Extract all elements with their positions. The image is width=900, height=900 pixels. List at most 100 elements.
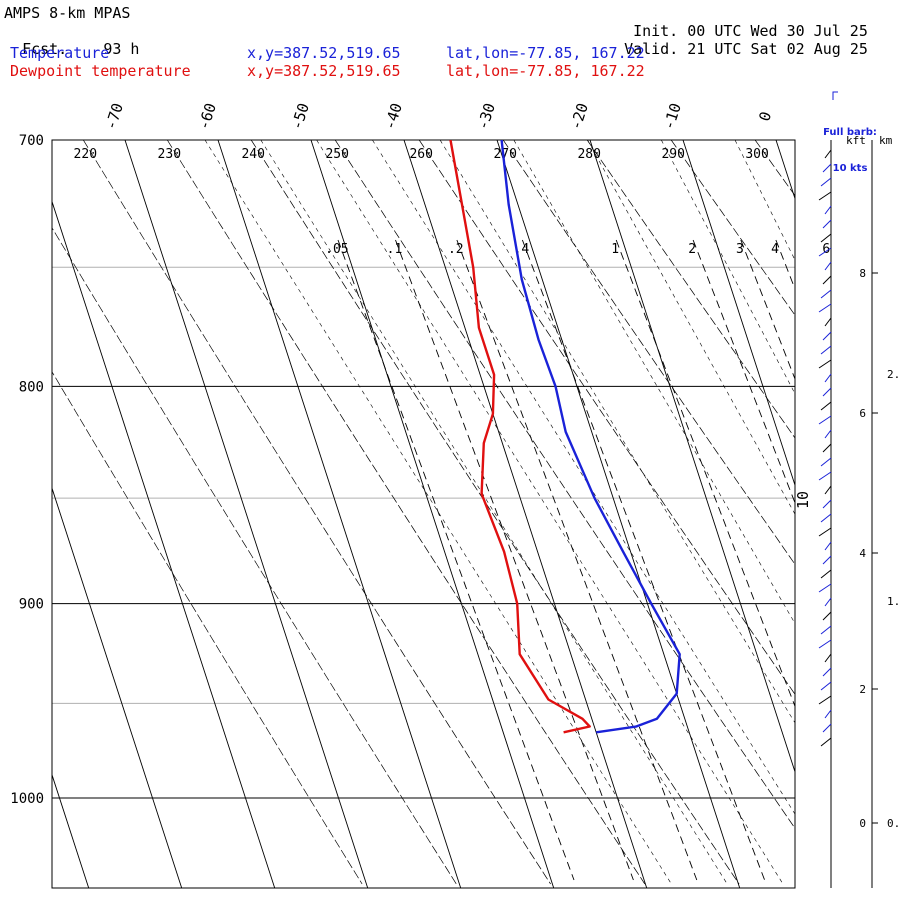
km-tick-label: 2. <box>887 368 900 381</box>
pressure-tick-label: 900 <box>19 597 44 613</box>
wind-barb <box>824 597 832 607</box>
wind-barb <box>824 429 832 439</box>
wind-barb <box>820 737 832 747</box>
isotherm-line <box>217 140 462 888</box>
moist-adiabat <box>372 140 795 815</box>
init-value: 00 UTC Wed 30 Jul 25 <box>687 22 868 40</box>
km-tick-label: 0. <box>887 817 900 830</box>
wind-barb <box>824 205 832 215</box>
wind-barb <box>824 541 832 551</box>
kft-tick-label: 8 <box>859 267 866 280</box>
wind-barb <box>822 499 832 509</box>
valid-time: Valid. 21 UTC Sat 02 Aug 25 <box>606 22 868 58</box>
wind-barb <box>818 247 832 257</box>
isotherm-label: -70 <box>101 101 126 132</box>
dry-adiabat <box>586 140 795 439</box>
wind-barb <box>820 513 832 523</box>
wind-barb <box>822 611 832 621</box>
isotherm-label: -20 <box>566 101 591 132</box>
temperature-trace <box>500 140 681 734</box>
wind-barb <box>820 681 832 691</box>
legend-temperature-latlon: lat,lon=-77.85, 167.22 <box>446 44 645 62</box>
isotherm-label: -50 <box>287 101 312 132</box>
dry-adiabats <box>52 140 795 885</box>
dry-adiabat-label: 280 <box>577 147 600 162</box>
wind-barb <box>820 289 832 299</box>
chart-title: AMPS 8-km MPAS <box>4 4 131 22</box>
kft-tick-label: 0 <box>859 817 866 830</box>
wind-barb <box>820 401 832 411</box>
mixing-ratio-line <box>692 239 795 505</box>
isotherm-label: -60 <box>194 101 219 132</box>
wind-barb <box>822 667 832 677</box>
dry-adiabat <box>334 140 795 829</box>
isotherm-line <box>496 140 741 888</box>
dry-adiabat <box>83 140 551 885</box>
dry-adiabat-label: 290 <box>661 147 684 162</box>
mixing-ratio-label: .2 <box>448 242 464 257</box>
barb-key: Full barb: 10 kts <box>820 103 880 187</box>
isotherm-label: -10 <box>659 101 684 132</box>
dry-adiabat <box>502 140 795 565</box>
kft-tick-label: 4 <box>859 547 866 560</box>
isotherm-label: 0 <box>755 109 775 123</box>
kft-label: kft <box>846 134 866 147</box>
init-time: Init. 00 UTC Wed 30 Jul 25 <box>615 4 868 40</box>
legend-temperature-xy: x,y=387.52,519.65 <box>247 44 401 62</box>
wind-barb <box>824 317 832 327</box>
mixing-ratio-line <box>615 239 795 708</box>
pressure-tick-label: 800 <box>19 379 44 395</box>
valid-label: Valid. <box>624 40 679 58</box>
wind-barb <box>818 471 832 481</box>
mixing-ratio-label: 6 <box>822 242 830 257</box>
isotherm-label: -40 <box>380 101 405 132</box>
moist-adiabat <box>734 140 795 261</box>
barb-key-icon <box>832 91 838 100</box>
wind-barb <box>818 415 832 425</box>
wind-barb <box>818 695 832 705</box>
isotherm-line <box>589 140 795 774</box>
dry-adiabat-label: 230 <box>158 147 181 162</box>
wind-panel: kft km 8 6 4 2 0 2. 1. 0. <box>818 91 900 888</box>
mixing-ratio-label: .05 <box>325 242 348 257</box>
mixing-ratio-label: 1 <box>611 242 619 257</box>
wind-barb <box>820 177 832 187</box>
wind-barb <box>818 191 832 201</box>
plot-frame <box>51 139 796 889</box>
dry-adiabat <box>250 140 740 885</box>
dry-adiabat-label: 260 <box>409 147 432 162</box>
pressure-tick-label: 1000 <box>10 791 44 807</box>
wind-barb <box>822 555 832 565</box>
wind-barb <box>822 275 832 285</box>
dry-adiabat <box>670 140 795 316</box>
forecast-label: Fcst. 93 h <box>4 22 139 58</box>
moist-adiabat <box>316 140 784 885</box>
isotherm-line <box>682 140 795 487</box>
mixing-ratio-line <box>337 239 575 881</box>
legend-dewpoint-name: Dewpoint temperature <box>10 62 191 80</box>
mixing-ratio-lines <box>337 239 795 881</box>
major-isobars <box>52 139 795 799</box>
wind-barb <box>824 653 832 663</box>
moist-adiabat <box>439 140 795 724</box>
mixing-ratio-label: 2 <box>688 242 696 257</box>
isotherm-line <box>869 140 900 888</box>
wind-barb <box>818 527 832 537</box>
moist-adiabat <box>882 140 900 884</box>
moist-adiabat <box>260 140 728 885</box>
dewpoint-trace <box>449 140 591 734</box>
sounding-traces <box>449 140 681 734</box>
wind-barb <box>824 709 832 719</box>
wind-barb <box>820 569 832 579</box>
isotherm-line <box>403 140 648 888</box>
wind-barb <box>820 457 832 467</box>
dry-adiabat-label: 240 <box>241 147 264 162</box>
dry-adiabat-label: 250 <box>325 147 348 162</box>
wind-barb <box>818 359 832 369</box>
forecast-label-text: Fcst. <box>22 40 68 58</box>
isotherms <box>52 140 900 888</box>
wind-barb <box>824 149 832 159</box>
legend-dewpoint-latlon: lat,lon=-77.85, 167.22 <box>446 62 645 80</box>
